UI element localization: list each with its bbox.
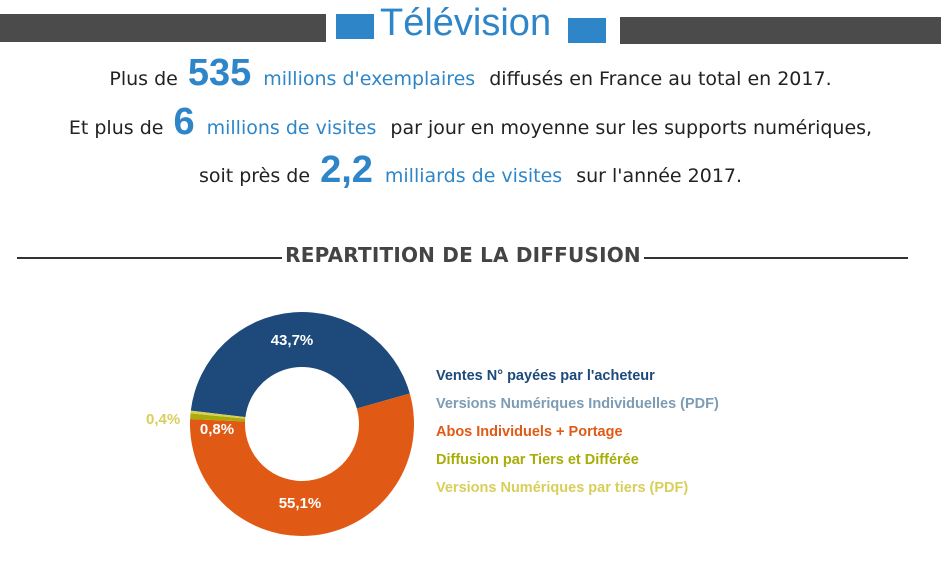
slice-label-2: 55,1% [279,495,322,512]
slice-label-3: 0,8% [200,421,234,438]
legend-item-4: Versions Numériques par tiers (PDF) [436,480,689,496]
stat-highlight: millions d'exemplaires [263,68,476,90]
stat-number: 2,2 [320,149,373,191]
stat-suffix: diffusés en France au total en 2017. [489,68,832,90]
stat-line-exemplaires: Plus de 535 millions d'exemplaires diffusé… [0,52,941,95]
stat-highlight: millions de visites [206,117,377,139]
page-title: Télévision [380,2,552,44]
slice-label-4: 0,4% [146,411,180,428]
stat-highlight: milliards de visites [384,165,563,187]
stat-number: 6 [173,101,195,143]
legend-item-2: Abos Individuels + Portage [436,424,623,440]
chart-legend: Ventes N° payées par l'acheteur Versions … [436,366,719,506]
section-rule-left [17,257,282,259]
banner-bar-left [0,14,326,42]
donut-slice-2 [189,393,414,536]
stat-line-visites-jour: Et plus de 6 millions de visites par jour … [0,101,941,144]
banner-bar-right [620,17,941,44]
legend-item-0: Ventes N° payées par l'acheteur [436,368,655,384]
donut-slice-3 [190,413,246,422]
legend-item-1: Versions Numériques Individuelles (PDF) [436,396,719,412]
stat-prefix: soit près de [198,165,311,187]
donut-chart: 43,7% 55,1% 0,8% 0,4% [146,311,414,536]
stat-line-visites-annee: soit près de 2,2 milliards de visites sur … [0,149,941,192]
stat-prefix: Et plus de [68,117,164,139]
section-title: REPARTITION DE LA DIFFUSION [285,243,641,267]
banner-square-right [568,18,606,43]
banner-square-left [336,14,374,39]
stat-prefix: Plus de [109,68,178,90]
stat-suffix: sur l'année 2017. [576,165,743,187]
legend-item-3: Diffusion par Tiers et Différée [436,452,639,468]
donut-slice-4 [190,410,246,419]
section-rule-right [644,257,908,259]
stat-suffix: par jour en moyenne sur les supports num… [390,117,873,139]
donut-slice-0 [190,311,410,418]
slice-label-0: 43,7% [271,332,314,349]
stat-number: 535 [187,52,252,94]
